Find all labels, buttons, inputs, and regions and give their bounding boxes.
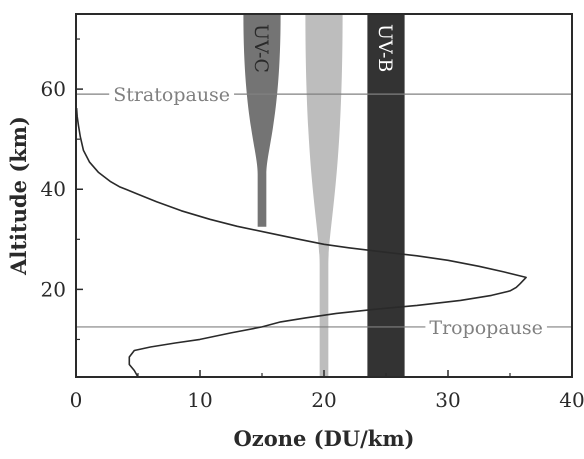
band-label-uv-c: UV-C (250, 24, 272, 73)
tropopause-label-bg (425, 314, 547, 339)
uv-band-2 (305, 14, 343, 377)
x-tick-label: 20 (311, 388, 336, 412)
y-tick-label: 60 (41, 77, 66, 101)
stratopause-label-bg (109, 82, 235, 107)
uv-band-1 (243, 14, 281, 227)
y-tick-label: 20 (41, 277, 66, 301)
x-tick-label: 40 (559, 388, 584, 412)
uv-band-3 (367, 14, 405, 377)
x-axis-ticks: 0 10 20 30 40 (70, 370, 584, 412)
band-label-uv-b: UV-B (374, 24, 396, 72)
stratopause-label: Stratopause (113, 84, 230, 106)
reference-lines: Stratopause Tropopause (76, 82, 572, 339)
y-axis-ticks: 20 40 60 (41, 38, 83, 341)
series-group (75, 108, 527, 378)
uv-bands: UV-C UV-B (243, 14, 405, 377)
y-tick-label: 40 (41, 177, 66, 201)
x-tick-label: 30 (435, 388, 460, 412)
x-axis-label: Ozone (DU/km) (233, 426, 414, 451)
x-tick-label: 0 (70, 388, 83, 412)
tropopause-label: Tropopause (429, 317, 543, 339)
y-axis-label: Altitude (km) (6, 116, 31, 276)
ozone-profile-line (75, 108, 527, 378)
x-tick-label: 10 (187, 388, 212, 412)
